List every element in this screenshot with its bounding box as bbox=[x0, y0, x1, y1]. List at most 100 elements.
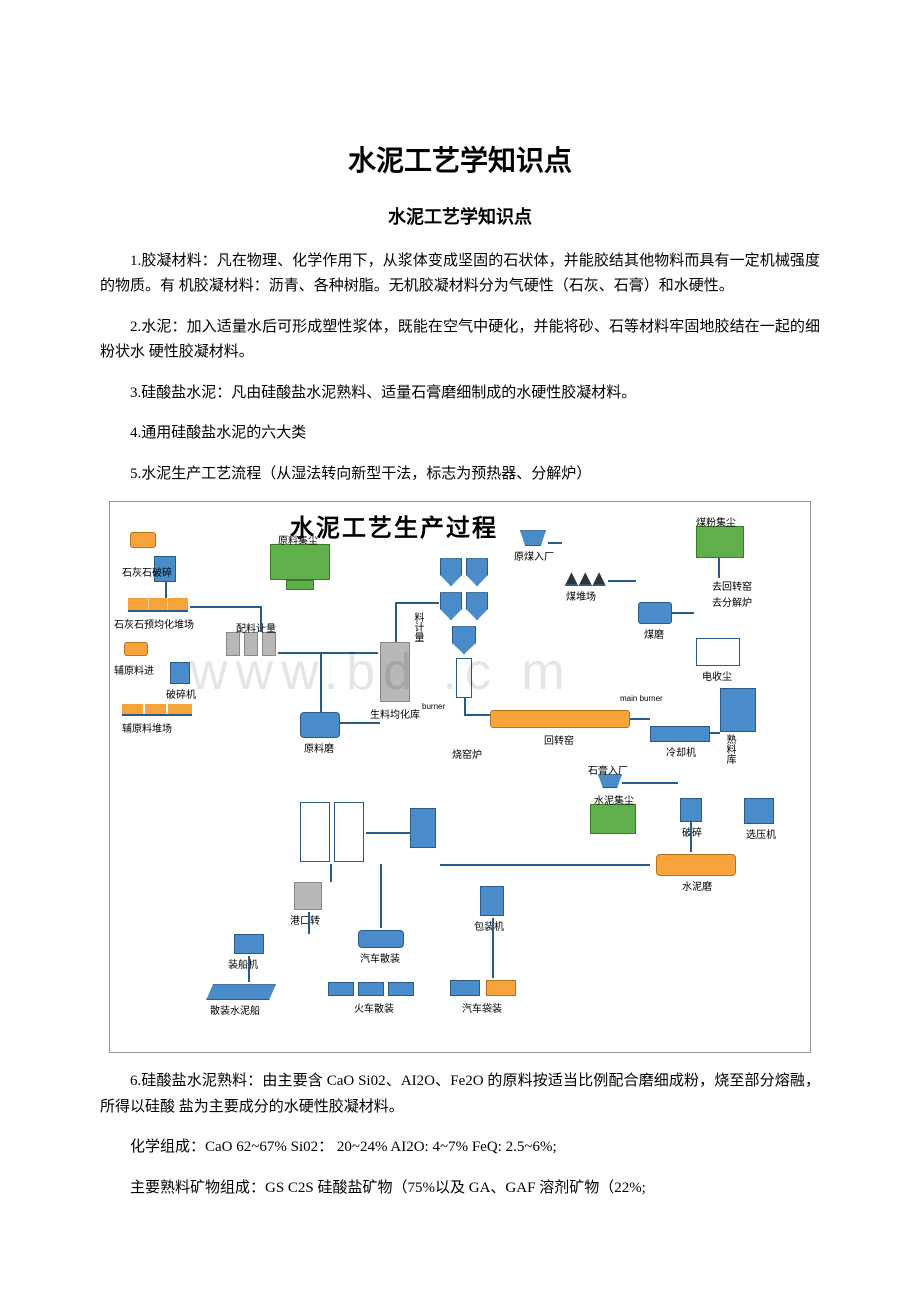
aux-pile-icon bbox=[122, 704, 192, 716]
cement-silo-mid-icon bbox=[410, 808, 436, 848]
pipe-5 bbox=[320, 652, 322, 712]
packer-icon bbox=[480, 886, 504, 916]
bag-truck-2 bbox=[486, 980, 516, 996]
paragraph-5: 5.水泥生产工艺流程（从湿法转向新型干法，标志为预热器、分解炉） bbox=[100, 462, 820, 488]
pipe-18 bbox=[690, 822, 692, 852]
label-gypsum-in: 石膏入厂 bbox=[588, 762, 628, 777]
pipe-3 bbox=[260, 606, 262, 632]
train-car-1 bbox=[328, 982, 354, 996]
label-raw-mill: 原料磨 bbox=[304, 740, 334, 755]
label-limestone-crush: 石灰石破碎 bbox=[122, 564, 172, 579]
cyclone-3 bbox=[440, 592, 462, 620]
label-cement-mill: 水泥磨 bbox=[682, 878, 712, 893]
label-to-kiln: 去回转窑 bbox=[712, 578, 752, 593]
raw-dust-collector-icon bbox=[270, 544, 330, 580]
label-burner-small: burner bbox=[422, 702, 445, 711]
process-diagram: 水泥工艺生产过程 www.bd .c m 石灰石破碎 石灰石预均化堆场 辅原料进… bbox=[109, 501, 811, 1053]
pipe-25 bbox=[380, 864, 382, 928]
gypsum-crusher-icon bbox=[680, 798, 702, 822]
pipe-17 bbox=[622, 782, 678, 784]
bulk-truck-icon bbox=[358, 930, 404, 948]
pipe-23 bbox=[492, 918, 494, 978]
bag-truck-1 bbox=[450, 980, 480, 996]
label-truck-bag: 汽车袋装 bbox=[462, 1000, 502, 1015]
paragraph-8: 主要熟料矿物组成：GS C2S 硅酸盐矿物（75%以及 GA、GAF 溶剂矿物（… bbox=[100, 1176, 820, 1202]
dosing-silo-3 bbox=[262, 632, 276, 656]
paragraph-2: 2.水泥：加入适量水后可形成塑性浆体，既能在空气中硬化，并能将砂、石等材料牢固地… bbox=[100, 315, 820, 366]
port-silo-icon bbox=[294, 882, 322, 910]
pipe-7 bbox=[395, 602, 397, 642]
main-title: 水泥工艺学知识点 bbox=[100, 139, 820, 179]
diagram-title: 水泥工艺生产过程 bbox=[290, 508, 498, 543]
pipe-6 bbox=[340, 722, 380, 724]
homog-silo-icon bbox=[380, 642, 410, 702]
train-car-3 bbox=[388, 982, 414, 996]
roller-press-icon bbox=[744, 798, 774, 824]
dosing-silo-2 bbox=[244, 632, 258, 656]
cyclone-5 bbox=[452, 626, 476, 654]
cement-silo-1 bbox=[300, 802, 330, 862]
label-to-calciner: 去分解炉 bbox=[712, 594, 752, 609]
label-aux-in: 辅原料进 bbox=[114, 662, 154, 677]
pipe-12 bbox=[710, 732, 720, 734]
label-crusher: 破碎机 bbox=[166, 686, 196, 701]
label-gypsum-crush: 破碎 bbox=[682, 824, 702, 839]
label-truck-bulk: 汽车散装 bbox=[360, 950, 400, 965]
pipe-11 bbox=[630, 718, 650, 720]
pipe-10 bbox=[464, 714, 490, 716]
clinker-silo-icon bbox=[720, 688, 756, 732]
pipe-1 bbox=[165, 582, 167, 598]
limestone-pile-icon bbox=[128, 598, 188, 612]
label-cooler: 冷却机 bbox=[666, 744, 696, 759]
pipe-9 bbox=[464, 698, 466, 714]
pipe-4 bbox=[278, 652, 378, 654]
pipe-24 bbox=[440, 864, 650, 866]
ship-loader-icon bbox=[234, 934, 264, 954]
label-main-burner: main burner bbox=[620, 694, 663, 703]
label-cement-dust: 水泥集尘 bbox=[594, 792, 634, 807]
excavator-icon bbox=[130, 532, 156, 548]
label-calciner: 烧窑炉 bbox=[452, 746, 482, 761]
coal-dust-collector-icon bbox=[696, 526, 744, 558]
label-train-bulk: 火车散装 bbox=[354, 1000, 394, 1015]
raw-dust-hopper-icon bbox=[286, 580, 314, 590]
label-feed-meter: 料计量 bbox=[410, 612, 425, 642]
sub-title: 水泥工艺学知识点 bbox=[100, 203, 820, 229]
pipe-14 bbox=[608, 580, 636, 582]
cement-dust-icon bbox=[590, 804, 636, 834]
cement-silo-2 bbox=[334, 802, 364, 862]
pipe-15 bbox=[672, 612, 694, 614]
pipe-19 bbox=[366, 832, 410, 834]
pipe-20 bbox=[330, 864, 332, 882]
aux-loader-icon bbox=[124, 642, 148, 656]
coal-pile-icon bbox=[560, 572, 606, 586]
cyclone-1 bbox=[440, 558, 462, 586]
label-homog-silo: 生料均化库 bbox=[370, 706, 420, 721]
label-coal-dust: 煤粉集尘 bbox=[696, 514, 736, 529]
coal-mill-icon bbox=[638, 602, 672, 624]
paragraph-3: 3.硅酸盐水泥：凡由硅酸盐水泥熟料、适量石膏磨细制成的水硬性胶凝材料。 bbox=[100, 381, 820, 407]
paragraph-6: 6.硅酸盐水泥熟料：由主要含 CaO Si02、AI2O、Fe2O 的原料按适当… bbox=[100, 1069, 820, 1120]
rotary-kiln-icon bbox=[490, 710, 630, 728]
cooler-icon bbox=[650, 726, 710, 742]
calciner-icon bbox=[456, 658, 472, 698]
label-coal-yard: 煤堆场 bbox=[566, 588, 596, 603]
label-dosing: 配料计量 bbox=[236, 620, 276, 635]
label-rotary-kiln: 回转窑 bbox=[544, 732, 574, 747]
label-roller-press: 选压机 bbox=[746, 826, 776, 841]
bulk-ship-icon bbox=[206, 984, 276, 1000]
pipe-2 bbox=[190, 606, 260, 608]
label-aux-pile: 辅原料堆场 bbox=[122, 720, 172, 735]
train-car-2 bbox=[358, 982, 384, 996]
label-packer: 包装机 bbox=[474, 918, 504, 933]
pipe-21 bbox=[308, 912, 310, 934]
label-limestone-prehom: 石灰石预均化堆场 bbox=[114, 616, 194, 631]
label-coal-in: 原煤入厂 bbox=[514, 548, 554, 563]
label-port: 港口转 bbox=[290, 912, 320, 927]
pipe-13 bbox=[548, 542, 562, 544]
cyclone-2 bbox=[466, 558, 488, 586]
raw-mill-icon bbox=[300, 712, 340, 738]
cyclone-4 bbox=[466, 592, 488, 620]
pipe-8 bbox=[395, 602, 439, 604]
pipe-16 bbox=[718, 558, 720, 578]
